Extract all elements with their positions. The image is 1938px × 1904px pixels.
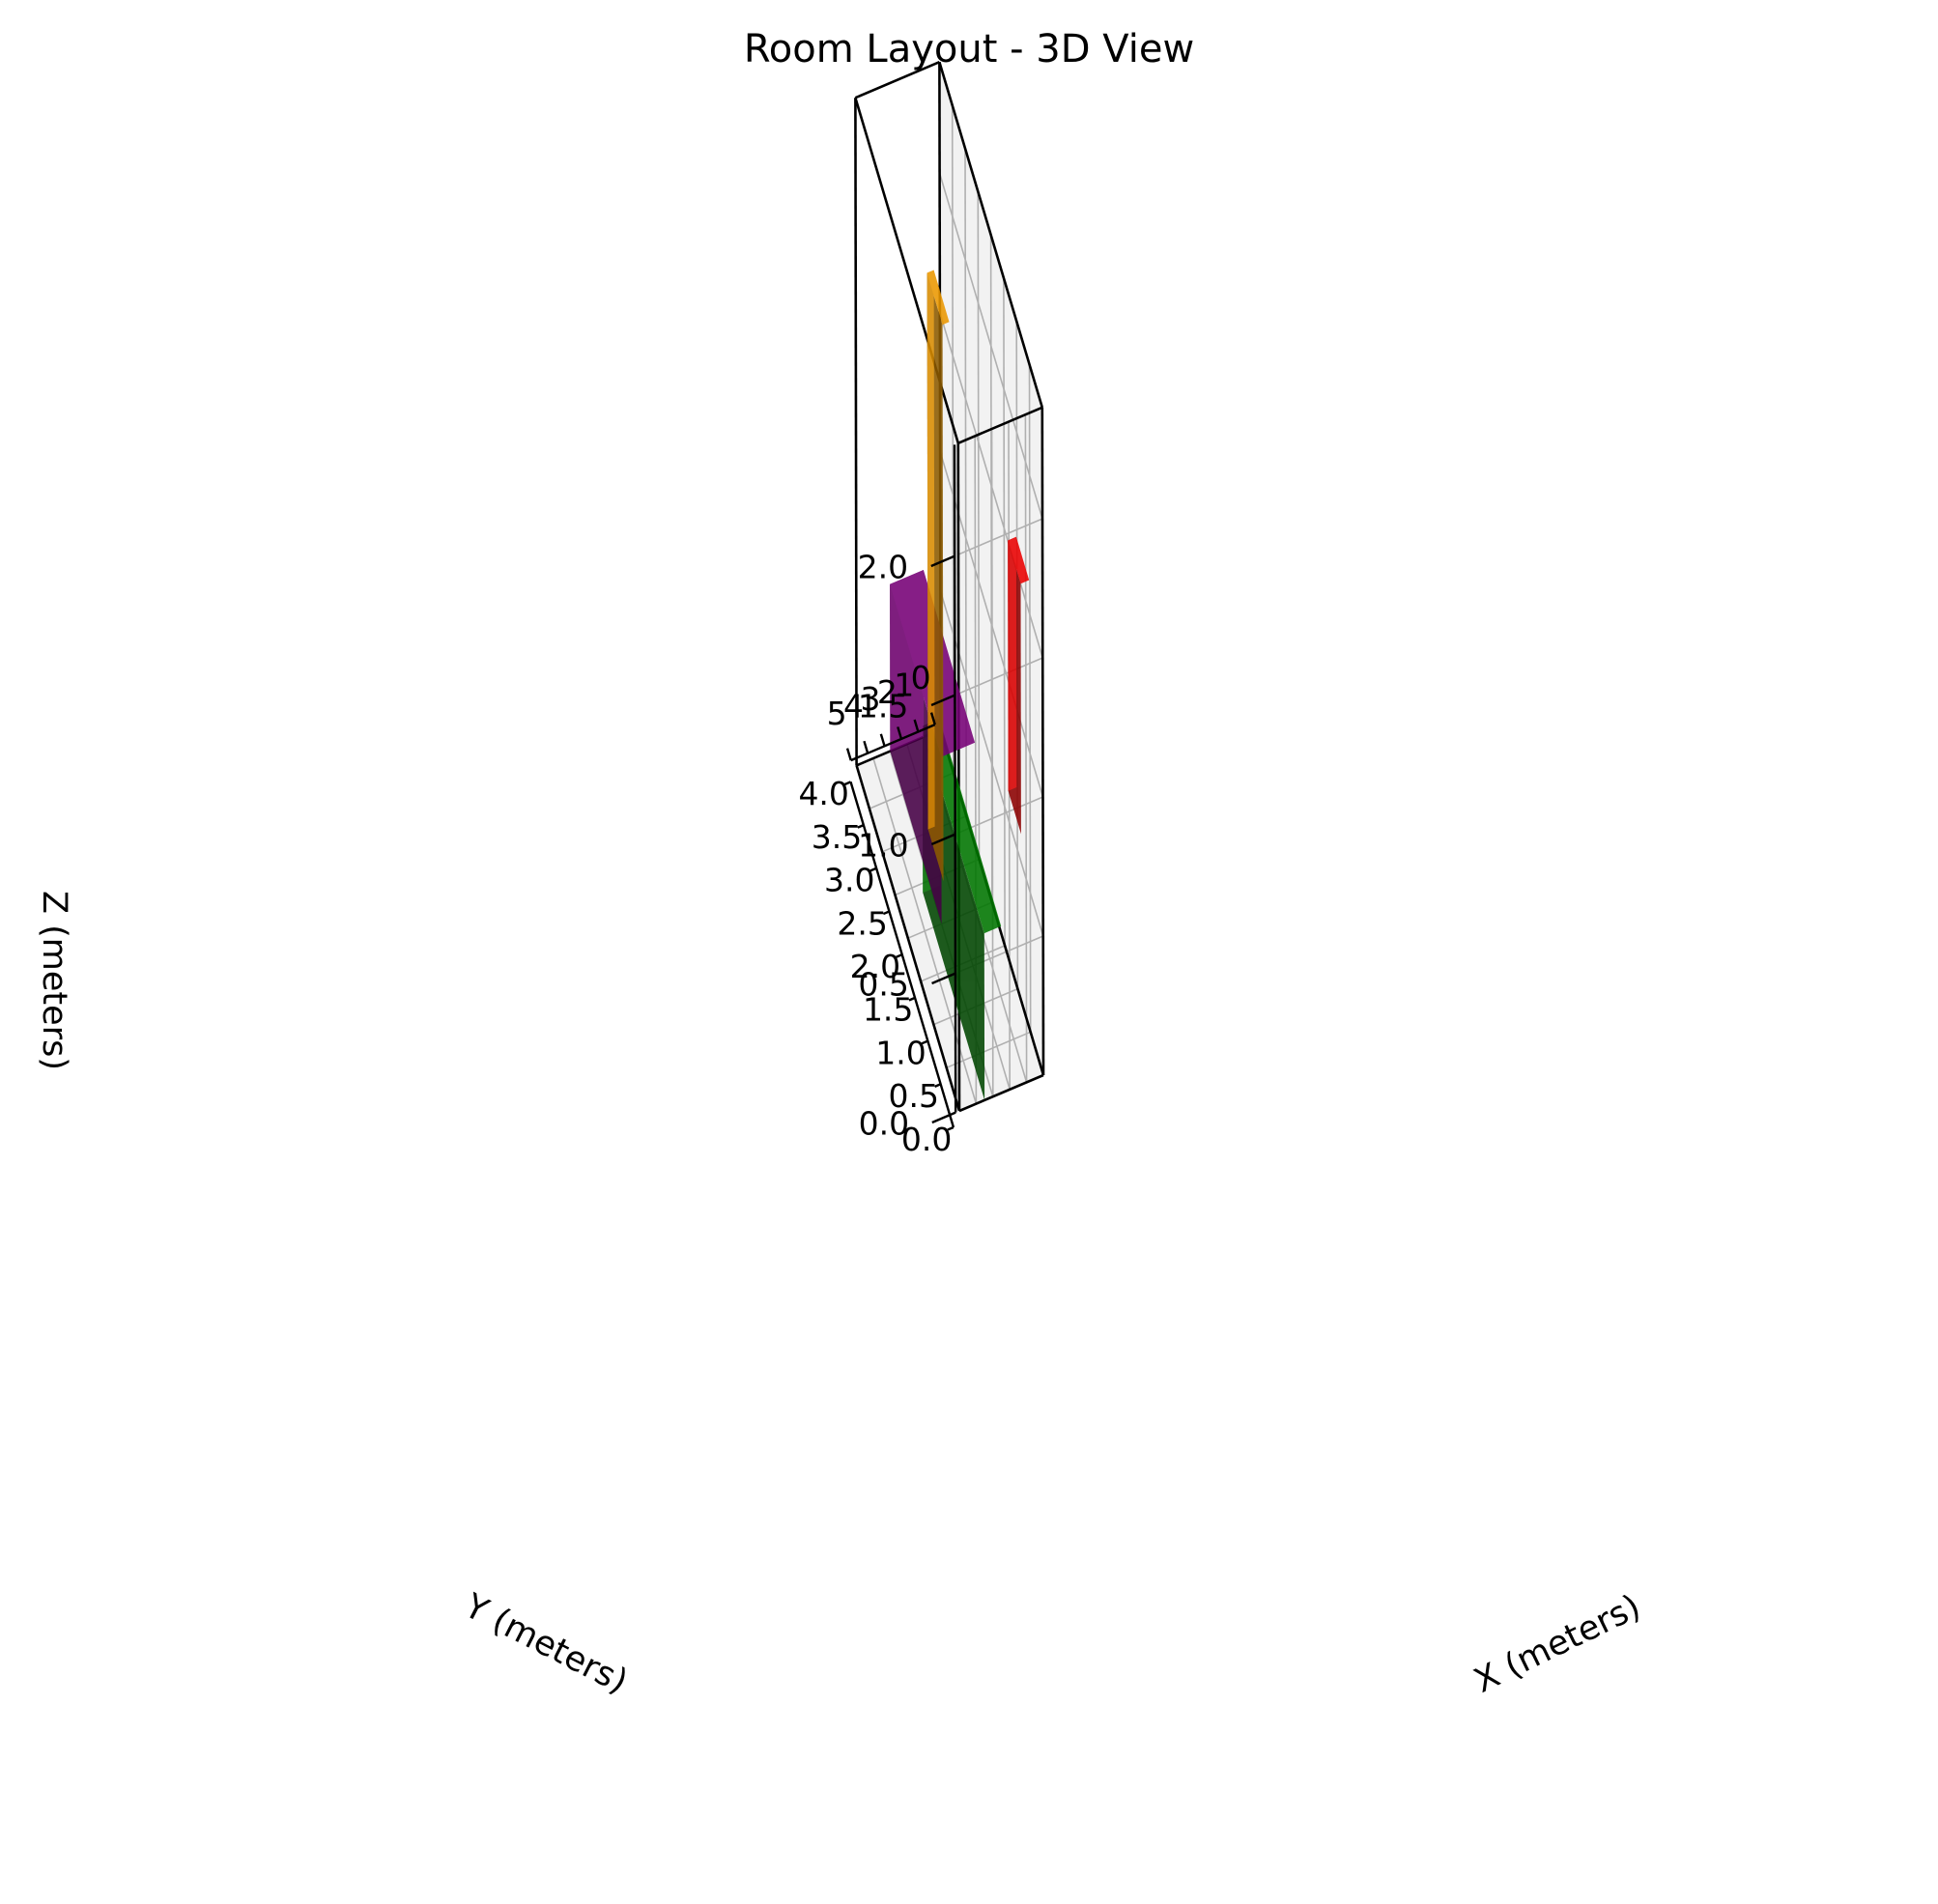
- box-edge: [958, 1073, 1044, 1113]
- z-tick: [931, 972, 956, 985]
- z-tick-label: 1.0: [858, 827, 908, 865]
- y-tick: [921, 1039, 928, 1045]
- x-axis-line: [850, 724, 936, 762]
- z-tick: [930, 694, 955, 707]
- y-tick-label: 4.0: [798, 775, 848, 812]
- chart-title: Room Layout - 3D View: [744, 27, 1194, 71]
- x-tick-label: 2: [877, 673, 898, 711]
- box-face-top: [926, 270, 950, 326]
- z-tick: [930, 554, 955, 568]
- box-edge-front: [854, 98, 858, 766]
- x-axis-label: X (meters): [1468, 1587, 1647, 1700]
- x-tick: [879, 733, 886, 747]
- gridline-z-xwall: [957, 657, 1043, 695]
- z-tick: [931, 1111, 956, 1124]
- y-tick: [882, 910, 890, 916]
- y-tick: [934, 1083, 942, 1088]
- y-tick: [869, 867, 877, 872]
- x-tick-label: 3: [860, 680, 880, 718]
- y-tick-label: 1.5: [863, 991, 913, 1029]
- x-tick: [929, 712, 936, 725]
- x-tick-label: 4: [843, 688, 864, 725]
- y-tick-label: 2.0: [850, 948, 900, 985]
- x-tick-label: 5: [827, 695, 847, 732]
- y-tick: [896, 953, 903, 958]
- y-tick-label: 1.0: [875, 1034, 926, 1071]
- box-face-y: [926, 270, 935, 830]
- x-tick: [863, 740, 869, 754]
- gridline-z-xwall: [957, 518, 1043, 555]
- x-tick: [845, 748, 852, 761]
- gridline-z-ywall: [939, 312, 1044, 659]
- box-edge: [957, 406, 1043, 444]
- z-tick-label: 1.5: [858, 688, 908, 725]
- y-axis-label: Y (meters): [457, 1586, 633, 1701]
- z-tick: [930, 833, 956, 846]
- furniture-boxes: [890, 270, 1030, 1100]
- x-tick-label: 1: [894, 666, 914, 703]
- furniture-box-1: [1008, 536, 1030, 835]
- y-tick-label: 3.0: [824, 862, 874, 899]
- y-tick: [857, 823, 865, 829]
- y-tick: [908, 996, 916, 1002]
- box-edge: [938, 61, 1044, 409]
- y-tick-label: 3.5: [812, 818, 862, 856]
- x-tick: [913, 719, 920, 732]
- box-edge: [855, 765, 961, 1112]
- axes: 0123450.00.51.01.52.02.53.03.54.00.00.51…: [798, 444, 957, 1158]
- gridline-z-xwall: [958, 796, 1043, 834]
- box-face-top: [1008, 536, 1030, 584]
- furniture-box-3: [926, 270, 950, 882]
- y-tick: [947, 1125, 955, 1131]
- x-tick-label: 0: [911, 659, 931, 696]
- x-tick: [897, 726, 903, 740]
- box-face-y: [1008, 536, 1017, 791]
- y-tick: [843, 781, 852, 786]
- z-tick-label: 2.0: [858, 549, 908, 586]
- gridline-z-ywall: [938, 173, 1043, 520]
- z-tick-label: 0.5: [858, 966, 908, 1004]
- box-edge: [1040, 407, 1045, 1076]
- box-edge: [854, 61, 940, 99]
- z-tick-label: 0.0: [859, 1105, 909, 1143]
- y-tick-label: 2.5: [837, 904, 887, 942]
- bounding-box-front-edges: [854, 98, 858, 766]
- y-tick-label: 0.0: [901, 1121, 952, 1158]
- y-tick-label: 0.5: [889, 1077, 939, 1115]
- z-axis-label: Z (meters): [35, 891, 73, 1070]
